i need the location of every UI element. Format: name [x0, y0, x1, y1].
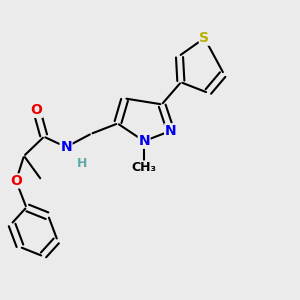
Text: CH₃: CH₃	[132, 161, 157, 174]
Text: N: N	[138, 134, 150, 148]
Text: N: N	[165, 124, 176, 138]
Text: H: H	[77, 157, 88, 170]
Text: S: S	[200, 31, 209, 45]
Text: O: O	[31, 103, 43, 117]
Text: O: O	[10, 174, 22, 188]
Text: N: N	[60, 140, 72, 154]
